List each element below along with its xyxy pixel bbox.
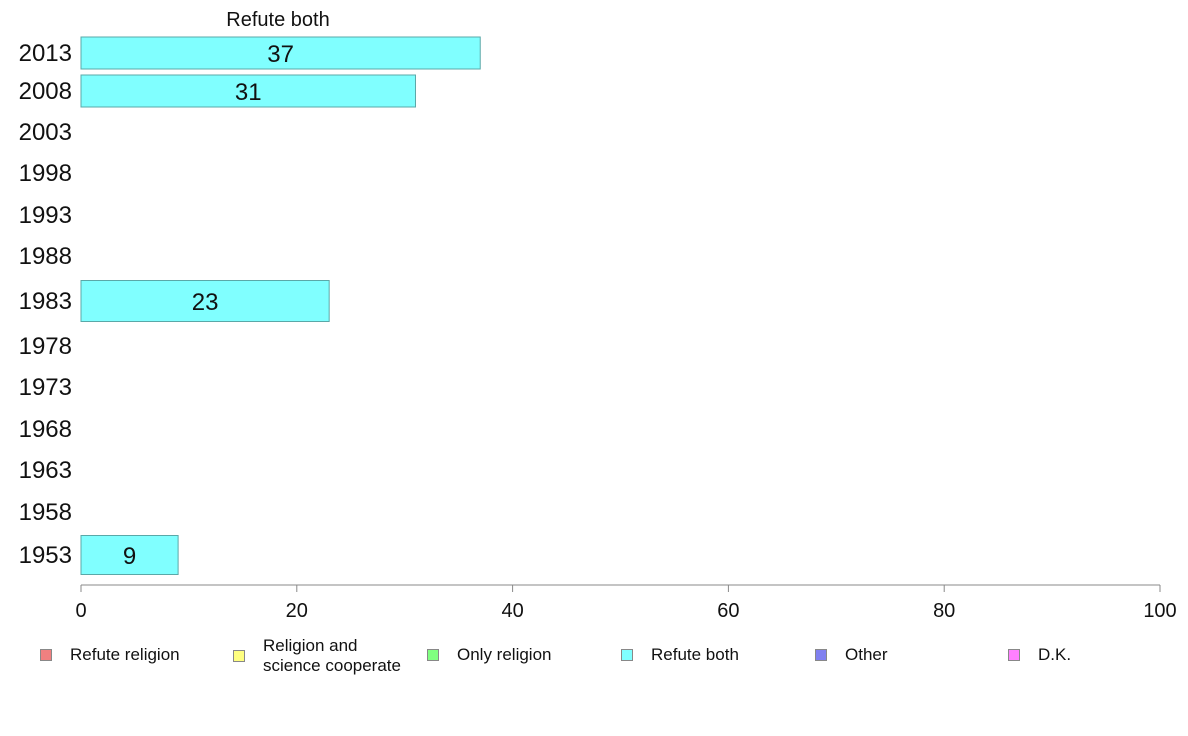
bar [80, 36, 481, 70]
legend-item: D.K. [1008, 645, 1071, 665]
x-axis: 0 20 40 60 80 100 [75, 584, 1177, 622]
legend-label: Refute both [651, 645, 739, 664]
category-label: 1978 [19, 333, 72, 360]
legend-swatch [427, 649, 439, 661]
bar [80, 280, 330, 322]
legend-label: Religion and science cooperate [263, 636, 401, 675]
category-label: 1988 [19, 243, 72, 270]
legend-item: Religion and science cooperate [233, 636, 401, 676]
x-tick-label: 80 [933, 600, 955, 622]
category-label: 1963 [19, 457, 72, 484]
bar [80, 74, 416, 108]
category-label: 1958 [19, 499, 72, 526]
legend-item: Other [815, 645, 888, 665]
category-label: 1983 [19, 288, 72, 315]
x-tick-label: 0 [75, 600, 86, 622]
chart-title: Refute both [226, 9, 329, 31]
category-label: 1973 [19, 374, 72, 401]
category-label: 1968 [19, 416, 72, 443]
category-label: 2013 [19, 40, 72, 67]
legend-swatch [40, 649, 52, 661]
legend-label: D.K. [1038, 645, 1072, 664]
bar [80, 535, 179, 575]
legend-item: Refute both [621, 645, 739, 665]
x-tick-label: 60 [717, 600, 739, 622]
category-label: 2003 [19, 119, 72, 146]
x-tick-label: 100 [1143, 600, 1176, 622]
legend-item: Refute religion [40, 645, 180, 665]
data-label: 31 [235, 79, 262, 106]
category-label: 2008 [19, 78, 72, 105]
category-label: 1998 [19, 160, 72, 187]
legend-item: Only religion [427, 645, 552, 665]
category-label: 1993 [19, 202, 72, 229]
legend-label: Only religion [457, 645, 552, 664]
data-label: 23 [192, 289, 219, 316]
legend-swatch [233, 650, 245, 662]
legend-swatch [621, 649, 633, 661]
legend-label: Other [845, 645, 888, 664]
data-label: 9 [123, 543, 136, 570]
legend: Refute religion Religion and science coop… [0, 636, 1188, 686]
category-label: 1953 [19, 542, 72, 569]
legend-label: Refute religion [70, 645, 180, 664]
x-tick-label: 40 [501, 600, 523, 622]
legend-swatch [815, 649, 827, 661]
x-tick-label: 20 [286, 600, 308, 622]
data-label: 37 [267, 41, 294, 68]
legend-swatch [1008, 649, 1020, 661]
